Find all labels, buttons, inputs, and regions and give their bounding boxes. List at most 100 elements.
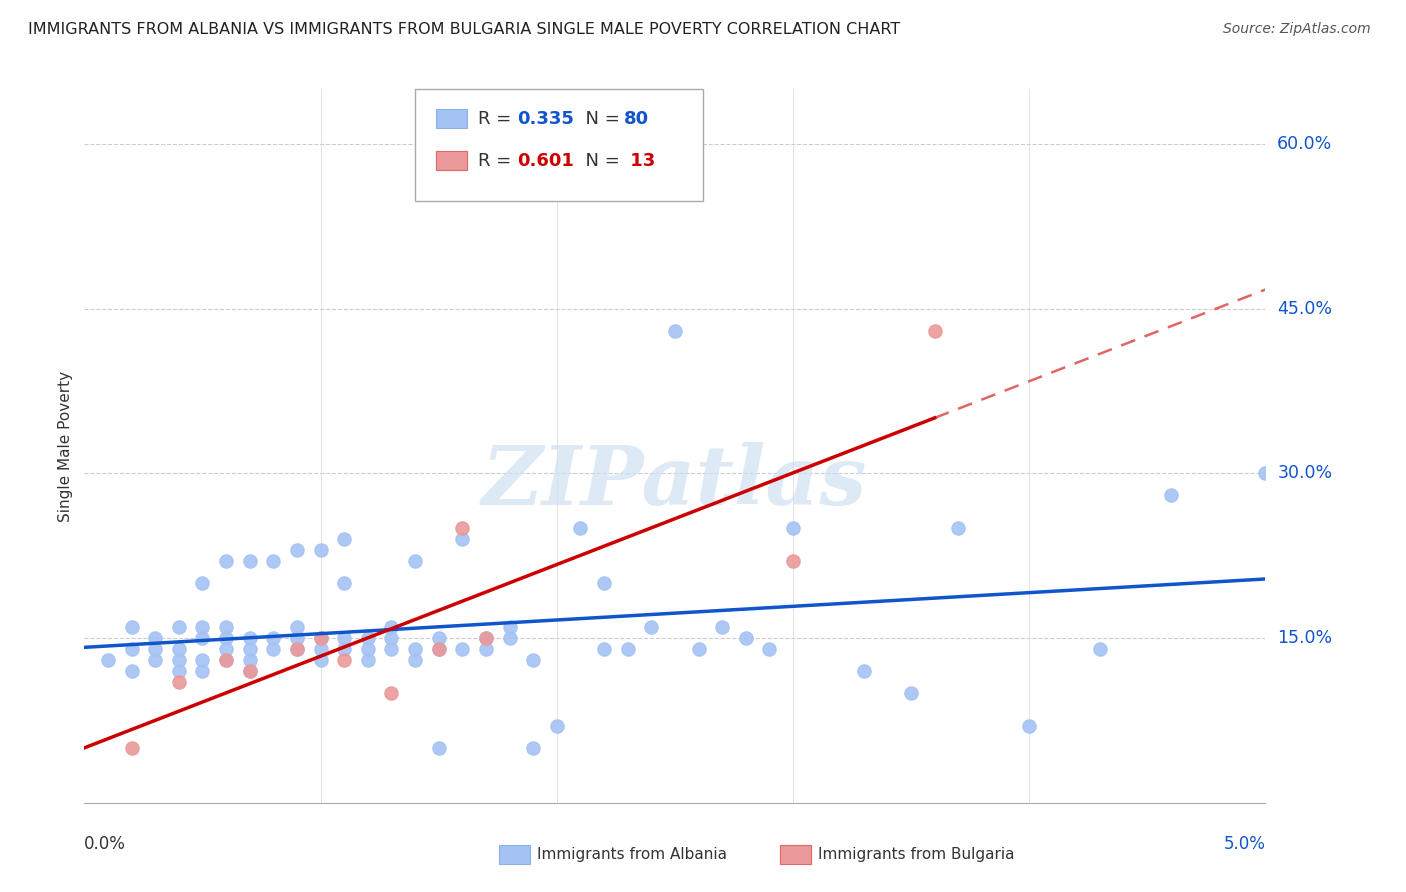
Point: [475, 631, 498, 645]
Point: [1018, 719, 1040, 733]
Point: [191, 653, 214, 667]
Point: [380, 631, 402, 645]
Text: 0.0%: 0.0%: [84, 835, 127, 853]
Text: 80: 80: [624, 110, 650, 128]
Text: 0.335: 0.335: [517, 110, 574, 128]
Point: [357, 631, 380, 645]
Point: [404, 642, 426, 657]
Text: Immigrants from Bulgaria: Immigrants from Bulgaria: [818, 847, 1015, 862]
Text: 45.0%: 45.0%: [1277, 300, 1333, 318]
Point: [451, 533, 474, 547]
Point: [593, 576, 616, 591]
Point: [215, 631, 238, 645]
Point: [1254, 467, 1277, 481]
Point: [239, 554, 262, 568]
Point: [191, 631, 214, 645]
Point: [404, 554, 426, 568]
Point: [758, 642, 780, 657]
Point: [522, 740, 544, 755]
Point: [782, 521, 804, 535]
Point: [121, 642, 143, 657]
Point: [380, 642, 402, 657]
Point: [239, 631, 262, 645]
Point: [215, 642, 238, 657]
Point: [285, 642, 308, 657]
Point: [1160, 488, 1182, 502]
Point: [285, 642, 308, 657]
Text: 0.601: 0.601: [517, 152, 574, 169]
Point: [143, 653, 166, 667]
Point: [640, 620, 662, 634]
Point: [451, 642, 474, 657]
Point: [239, 642, 262, 657]
Point: [569, 521, 592, 535]
Text: R =: R =: [478, 152, 517, 169]
Point: [593, 642, 616, 657]
Point: [285, 631, 308, 645]
Point: [404, 653, 426, 667]
Point: [121, 664, 143, 678]
Point: [1088, 642, 1111, 657]
Text: Source: ZipAtlas.com: Source: ZipAtlas.com: [1223, 22, 1371, 37]
Point: [380, 686, 402, 700]
Point: [309, 653, 332, 667]
Text: IMMIGRANTS FROM ALBANIA VS IMMIGRANTS FROM BULGARIA SINGLE MALE POVERTY CORRELAT: IMMIGRANTS FROM ALBANIA VS IMMIGRANTS FR…: [28, 22, 900, 37]
Point: [427, 642, 450, 657]
Point: [333, 653, 356, 667]
Point: [357, 653, 380, 667]
Point: [711, 620, 734, 634]
Point: [451, 521, 474, 535]
Text: 5.0%: 5.0%: [1223, 835, 1265, 853]
Point: [498, 620, 520, 634]
Text: 15.0%: 15.0%: [1277, 629, 1333, 647]
Text: 30.0%: 30.0%: [1277, 465, 1333, 483]
Point: [616, 642, 638, 657]
Point: [333, 642, 356, 657]
Point: [215, 554, 238, 568]
Point: [143, 631, 166, 645]
Point: [309, 631, 332, 645]
Point: [167, 664, 190, 678]
Point: [852, 664, 875, 678]
Point: [143, 642, 166, 657]
Point: [167, 642, 190, 657]
Point: [498, 631, 520, 645]
Point: [167, 675, 190, 690]
Point: [309, 642, 332, 657]
Point: [285, 543, 308, 558]
Point: [948, 521, 970, 535]
Point: [191, 576, 214, 591]
Y-axis label: Single Male Poverty: Single Male Poverty: [58, 370, 73, 522]
Point: [688, 642, 710, 657]
Point: [215, 620, 238, 634]
Point: [333, 533, 356, 547]
Point: [215, 653, 238, 667]
Point: [167, 653, 190, 667]
Point: [734, 631, 756, 645]
Point: [167, 620, 190, 634]
Text: ZIPatlas: ZIPatlas: [482, 442, 868, 522]
Text: N =: N =: [574, 152, 626, 169]
Text: Immigrants from Albania: Immigrants from Albania: [537, 847, 727, 862]
Point: [239, 664, 262, 678]
Point: [97, 653, 120, 667]
Point: [309, 543, 332, 558]
Point: [215, 653, 238, 667]
Point: [121, 620, 143, 634]
Point: [285, 620, 308, 634]
Point: [427, 740, 450, 755]
Point: [900, 686, 922, 700]
Point: [309, 631, 332, 645]
Point: [427, 642, 450, 657]
Point: [239, 653, 262, 667]
Point: [475, 631, 498, 645]
Point: [191, 620, 214, 634]
Text: N =: N =: [574, 110, 626, 128]
Point: [522, 653, 544, 667]
Text: 60.0%: 60.0%: [1277, 135, 1333, 153]
Point: [380, 620, 402, 634]
Point: [357, 642, 380, 657]
Point: [333, 576, 356, 591]
Point: [664, 324, 686, 338]
Point: [475, 642, 498, 657]
